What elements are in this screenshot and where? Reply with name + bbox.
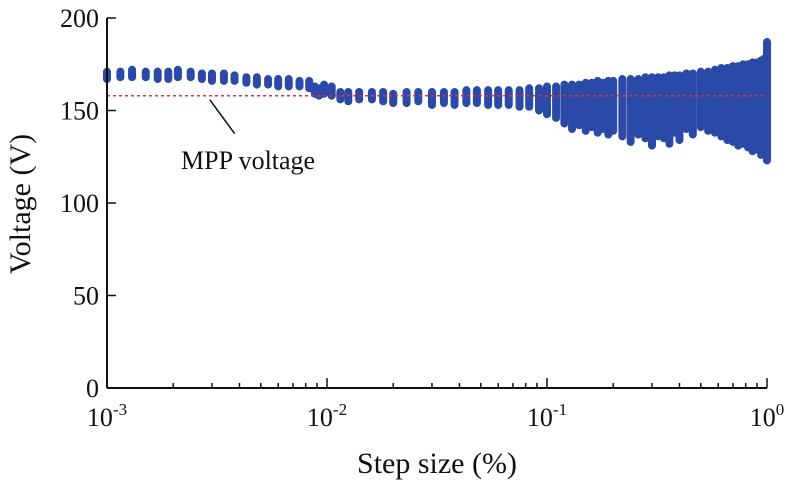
x-tick-label: 10-1 [527, 400, 567, 432]
labels-layer: 0 50 100 150 200 10-3 10-2 10-1 100 MPP voltage [60, 4, 784, 432]
y-axis-title: Voltage (V) [4, 134, 37, 274]
annotation-leader-line [209, 99, 236, 135]
y-tick-label: 50 [73, 282, 99, 311]
series-layer [103, 38, 771, 165]
x-tick-label: 10-3 [87, 400, 127, 432]
y-tick-label: 150 [60, 97, 99, 126]
y-tick-label: 200 [60, 4, 99, 33]
annotation-label: MPP voltage [181, 146, 315, 175]
x-tick-label: 100 [750, 400, 785, 432]
axes-layer [106, 17, 768, 389]
y-tick-label: 100 [60, 189, 99, 218]
x-axis-title: Step size (%) [357, 447, 517, 480]
x-tick-label: 10-2 [307, 400, 347, 432]
y-tick-label: 0 [86, 374, 99, 403]
